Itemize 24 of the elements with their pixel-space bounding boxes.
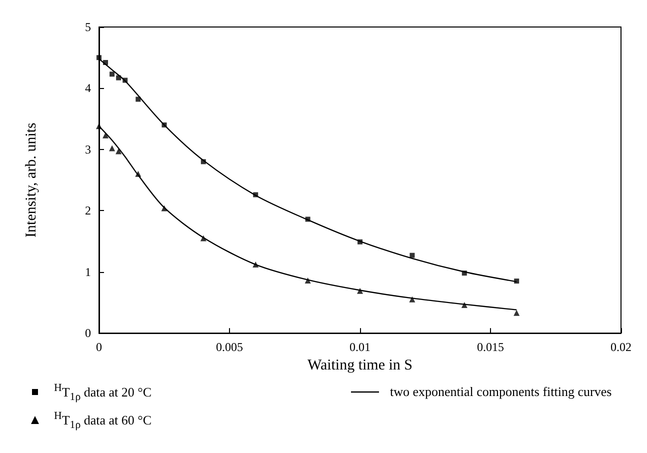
x-tick-label: 0.02 — [610, 340, 632, 354]
point — [96, 55, 102, 60]
point — [116, 148, 122, 154]
x-axis-title: Waiting time in S — [307, 358, 413, 374]
point — [109, 145, 116, 152]
legend-label: $^{H}$T$_{1ρ}$ data at 60 °C — [54, 410, 152, 430]
y-tick-label: 1 — [85, 264, 91, 279]
point — [514, 310, 520, 316]
x-tick-label: 0 — [96, 340, 102, 354]
legend-label: $^{H}$T$_{1ρ}$ data at 20 °C — [54, 382, 152, 402]
y-tick-label: 5 — [85, 20, 91, 34]
y-tick-label: 3 — [85, 142, 91, 156]
point — [410, 252, 415, 258]
point — [461, 302, 468, 308]
point — [102, 132, 109, 138]
x-tick-label: 0.01 — [350, 340, 370, 354]
y-tick-label: 0 — [85, 326, 91, 340]
x-tick-label: 0.015 — [477, 340, 504, 354]
x-tick-label: 0.005 — [216, 340, 243, 354]
y-tick-label: 2 — [85, 204, 91, 218]
point — [110, 72, 115, 77]
y-axis-title: Intensity, arb. units — [24, 122, 40, 238]
y-tick-label: 4 — [85, 81, 91, 96]
legend-label: two exponential components fitting curves — [390, 384, 612, 400]
